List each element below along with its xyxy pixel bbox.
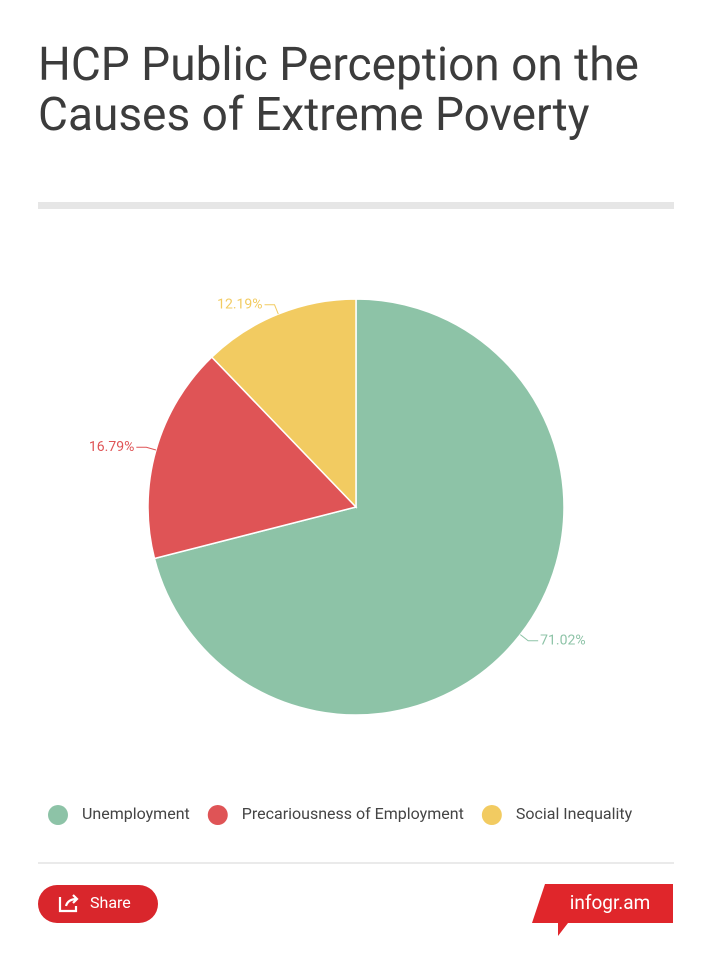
- brand-logo[interactable]: [532, 884, 673, 936]
- chart-title: HCP Public Perception on the Causes of Ex…: [38, 38, 639, 142]
- legend-swatch: [481, 805, 502, 825]
- legend-label: Social Inequality: [516, 804, 633, 823]
- share-button[interactable]: [38, 885, 158, 923]
- leader-line: [519, 634, 539, 642]
- legend-label: Precariousness of Employment: [242, 804, 464, 823]
- share-label[interactable]: Share: [90, 893, 131, 912]
- share-icon: [58, 894, 79, 913]
- legend-label: Unemployment: [82, 804, 190, 823]
- data-label: 16.79%: [89, 439, 134, 455]
- legend-swatch: [207, 805, 228, 825]
- data-label: 71.02%: [540, 632, 585, 648]
- leader-line: [136, 446, 157, 451]
- pie-slice: [147, 356, 358, 560]
- title-rule: [38, 202, 674, 209]
- legend-swatch: [48, 805, 68, 825]
- leader-line: [264, 304, 279, 315]
- brand-label[interactable]: infogr.am: [570, 891, 651, 914]
- chart-title-text: HCP Public Perception on the Causes of Ex…: [38, 38, 639, 142]
- data-label: 12.19%: [217, 296, 262, 312]
